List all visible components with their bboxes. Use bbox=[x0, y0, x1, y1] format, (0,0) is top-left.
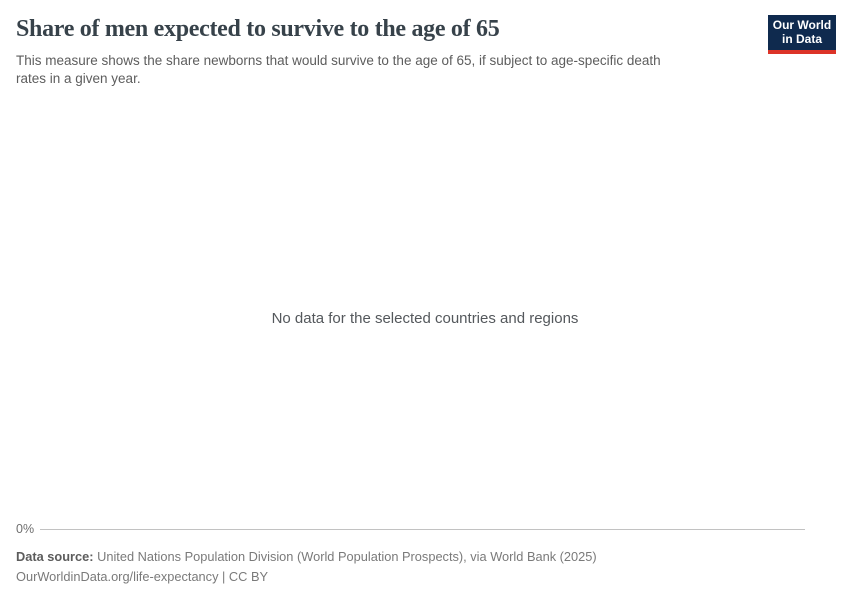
chart-subtitle: This measure shows the share newborns th… bbox=[16, 52, 746, 88]
owid-logo-line2: in Data bbox=[781, 31, 822, 46]
x-axis-line bbox=[40, 529, 805, 530]
chart-subtitle-line2: rates in a given year. bbox=[16, 71, 141, 86]
page-title: Share of men expected to survive to the … bbox=[16, 16, 500, 42]
citation-line[interactable]: OurWorldinData.org/life-expectancy | CC … bbox=[16, 569, 269, 584]
data-source-text: United Nations Population Division (Worl… bbox=[97, 549, 597, 564]
chart-footer: Data source: United Nations Population D… bbox=[16, 547, 834, 587]
data-source-label: Data source: bbox=[16, 549, 94, 564]
data-source-line: Data source: United Nations Population D… bbox=[16, 547, 834, 567]
plot-area bbox=[0, 100, 850, 528]
owid-logo-line1: Our World bbox=[772, 18, 832, 32]
y-axis-tick-label: 0% bbox=[16, 522, 35, 536]
chart-subtitle-line1: This measure shows the share newborns th… bbox=[16, 53, 661, 68]
no-data-message: No data for the selected countries and r… bbox=[271, 310, 579, 327]
owid-logo[interactable]: Our World in Data bbox=[768, 15, 836, 54]
